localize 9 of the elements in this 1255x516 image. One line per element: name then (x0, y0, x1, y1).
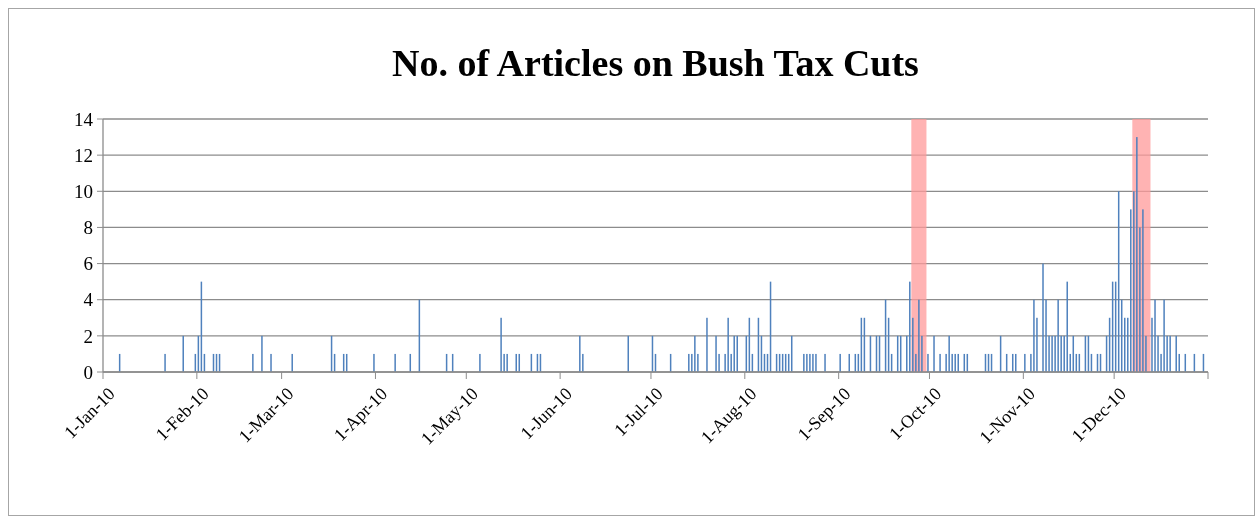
y-tick-label: 4 (83, 289, 94, 311)
y-tick-label: 0 (83, 361, 93, 383)
y-tick-label: 12 (74, 144, 93, 166)
y-tick-label: 2 (83, 325, 93, 347)
y-tick-label: 8 (83, 217, 93, 239)
y-tick-label: 14 (74, 108, 94, 130)
chart-title: No. of Articles on Bush Tax Cuts (392, 42, 919, 84)
y-tick-label: 6 (83, 253, 93, 275)
y-tick-label: 10 (74, 180, 93, 202)
